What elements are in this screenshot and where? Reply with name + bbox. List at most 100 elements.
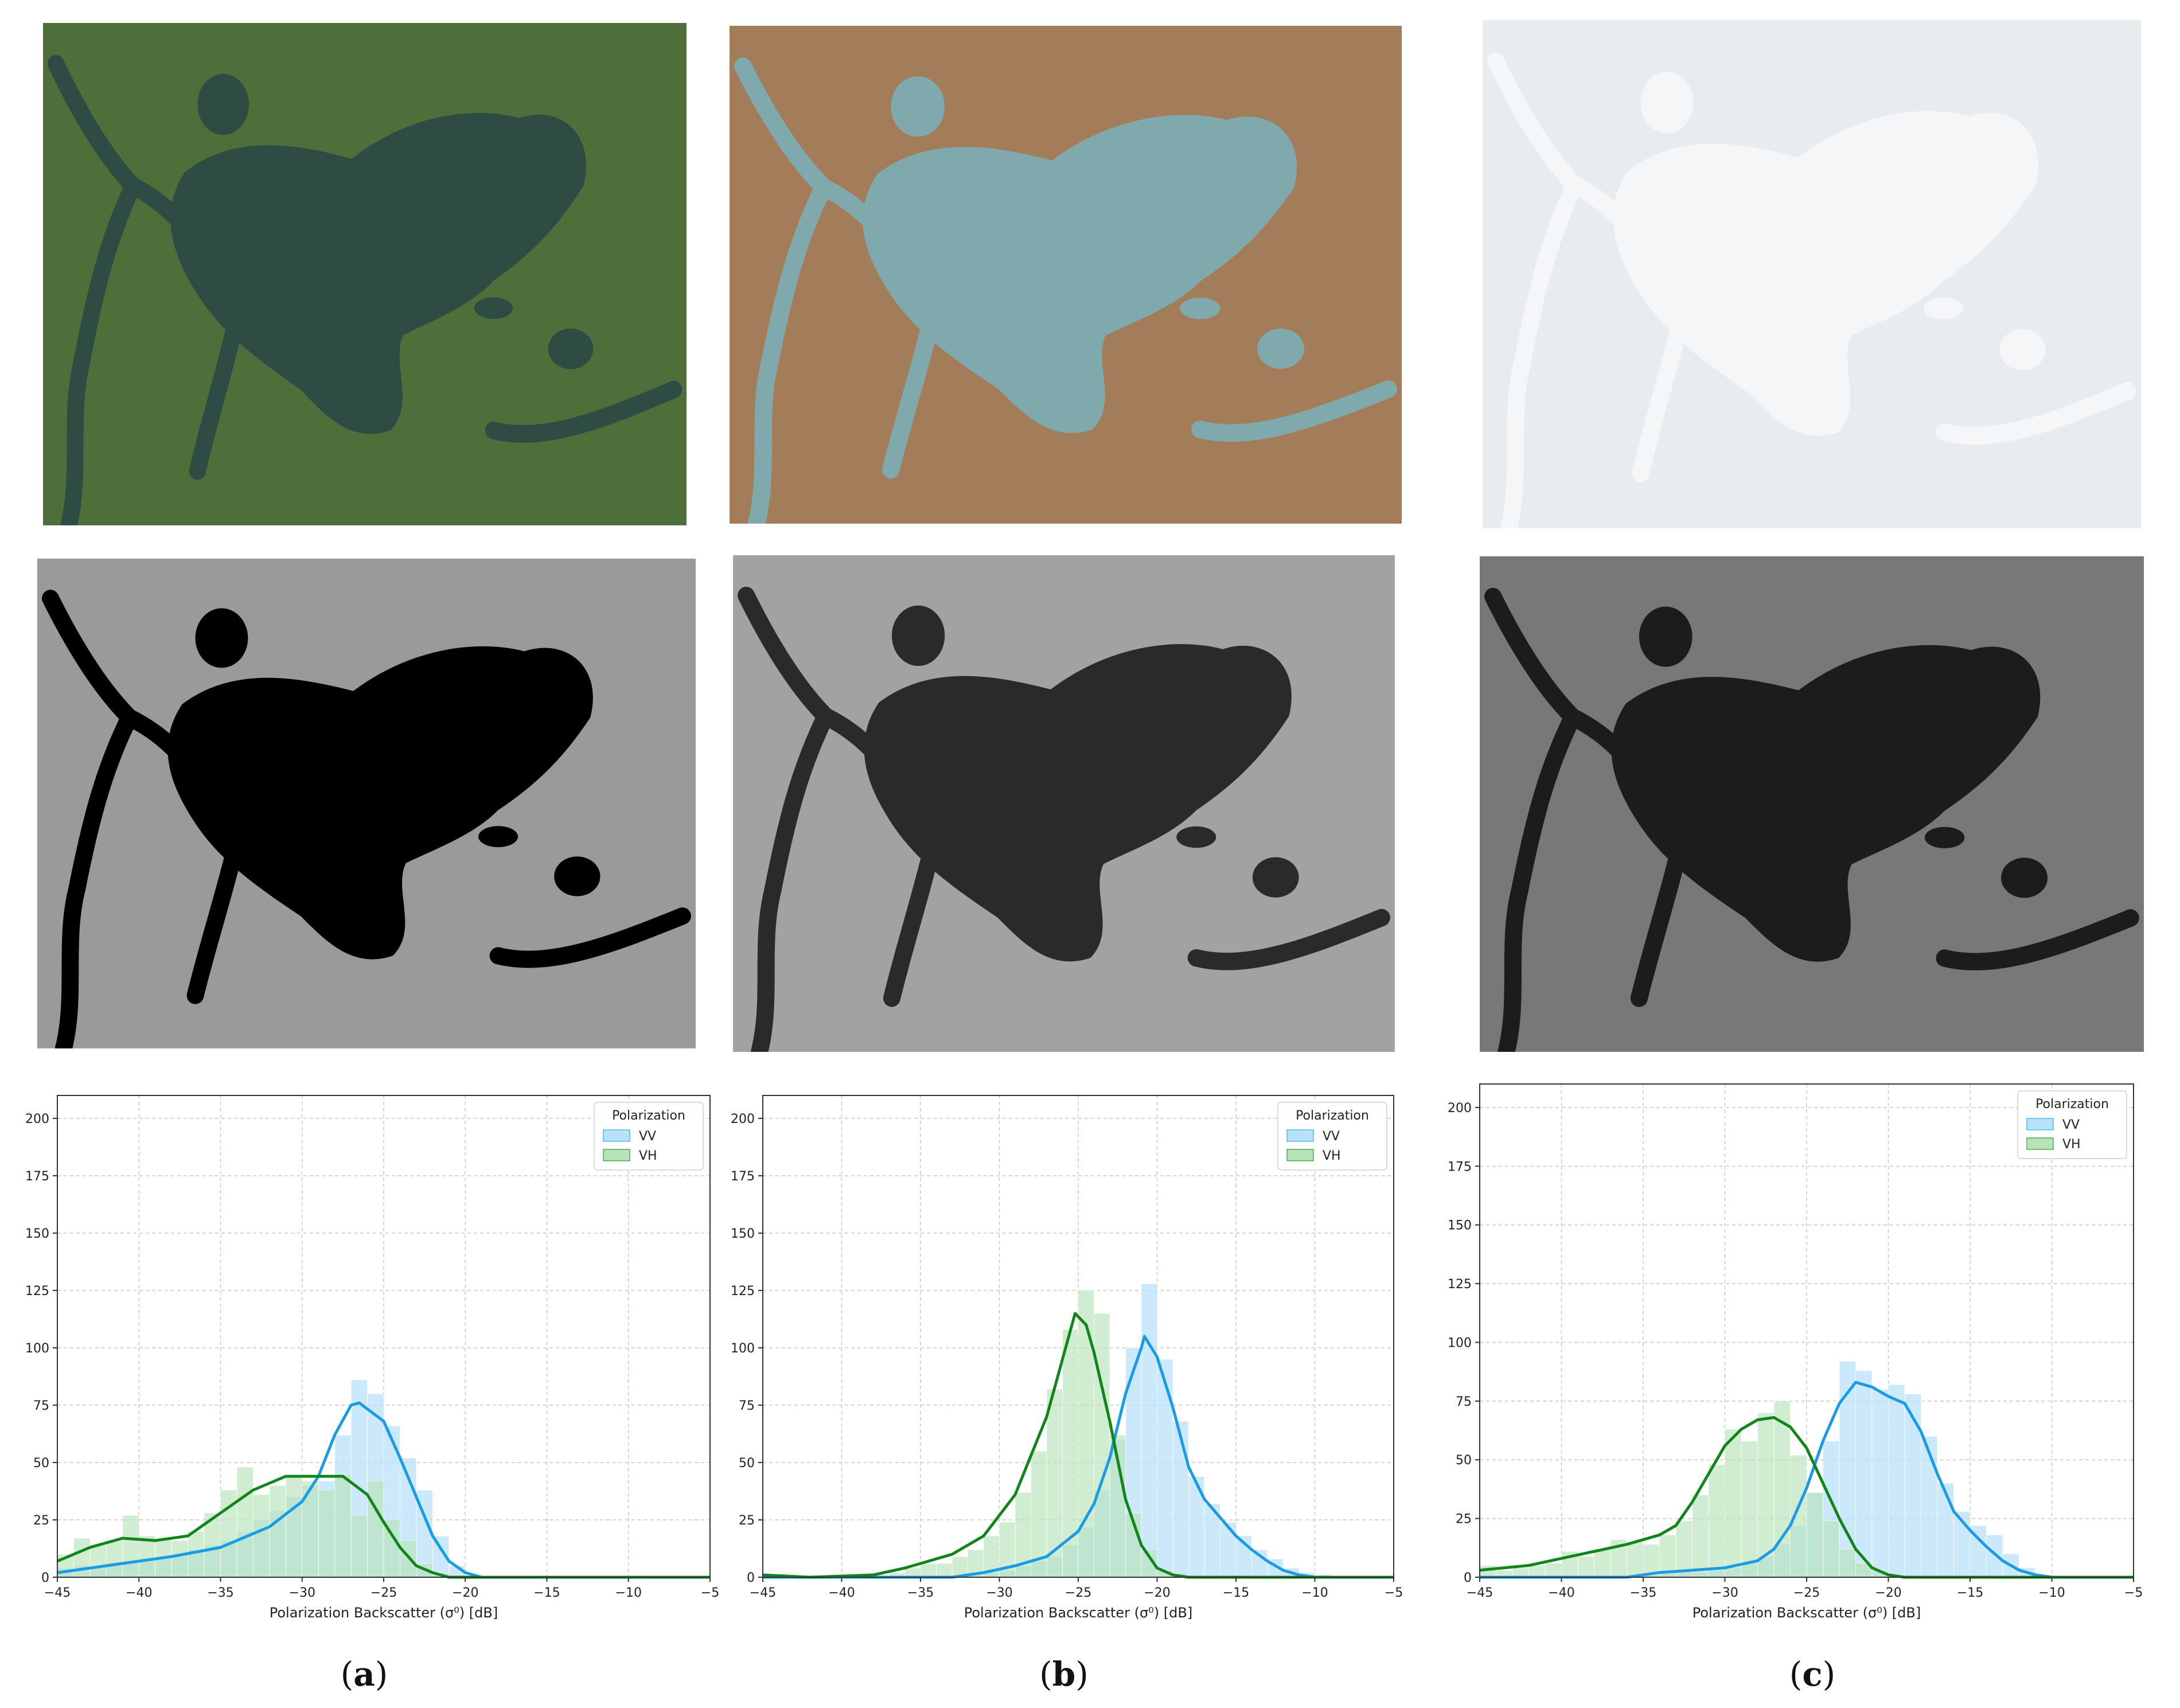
y-tick-label: 50 — [739, 1456, 755, 1471]
x-tick-label: −5 — [2124, 1586, 2143, 1600]
bar-vh — [920, 1563, 937, 1578]
bar-vh — [1725, 1429, 1742, 1578]
histogram-svg-c: −45 −40 −35 −30 −25 −20 −15 −10 −5 0 25 50 75 100 125 1… — [1448, 1083, 2143, 1621]
bar-vh — [1545, 1563, 1562, 1578]
bar-vh — [1790, 1454, 1807, 1578]
x-tick-label: −15 — [533, 1586, 560, 1600]
x-tick-label: −45 — [44, 1586, 71, 1600]
pond-east-optical-a — [548, 328, 594, 369]
optical-scene-a — [43, 23, 687, 525]
bar-vh — [1675, 1520, 1692, 1578]
kde-line-vh — [762, 1312, 1394, 1579]
x-tick-label: −45 — [1467, 1586, 1493, 1600]
legend-label-vh: VH — [639, 1149, 657, 1163]
pond-north-optical-a — [197, 73, 249, 135]
pond-small-optical-b — [1180, 297, 1220, 319]
histogram-c: −45 −40 −35 −30 −25 −20 −15 −10 −5 0 25 50 75 100 125 1… — [1422, 1078, 2168, 1640]
bar-vh — [1773, 1401, 1791, 1578]
river-optical-a — [47, 54, 683, 525]
legend-swatch-vv — [603, 1129, 630, 1142]
river-optical-b — [734, 57, 1397, 524]
bar-vh — [1692, 1495, 1709, 1578]
bar-vv — [1251, 1549, 1268, 1578]
x-tick-label: −25 — [1793, 1586, 1820, 1600]
legend-label-vh: VH — [2062, 1137, 2081, 1152]
caption-a: (a) — [340, 1655, 388, 1694]
x-axis-label: Polarization Backscatter (σ⁰) [dB] — [270, 1605, 498, 1621]
y-tick-label: 75 — [739, 1399, 755, 1413]
sar-scene-b — [733, 555, 1395, 1052]
bar-vh — [1708, 1464, 1725, 1578]
pond-east-sar-c — [2001, 857, 2048, 898]
y-tick-label: 150 — [25, 1227, 49, 1241]
bar-vv — [1871, 1389, 1889, 1578]
water-bodies-optical-c — [1487, 52, 2136, 528]
y-tick-label: 125 — [25, 1284, 49, 1298]
bar-vh — [1823, 1520, 1840, 1578]
pond-north-sar-c — [1639, 606, 1692, 667]
pond-east-optical-b — [1257, 328, 1305, 369]
bar-vh — [1806, 1492, 1823, 1578]
bar-vh — [1062, 1329, 1079, 1578]
y-tick-label: 200 — [25, 1112, 49, 1126]
y-tick-label: 100 — [1448, 1336, 1472, 1350]
pond-east-sar-a — [554, 856, 600, 896]
bar-vh — [252, 1494, 270, 1578]
bar-vh — [318, 1489, 336, 1578]
bar-vh — [1741, 1441, 1758, 1578]
legend-swatch-vh — [603, 1149, 630, 1161]
legend-title: Polarization — [1296, 1109, 1369, 1123]
legend-title: Polarization — [612, 1109, 685, 1123]
x-tick-label: −35 — [207, 1586, 233, 1600]
water-bodies-sar-c — [1484, 587, 2139, 1052]
bar-vv — [1172, 1421, 1189, 1578]
legend-swatch-vh — [2026, 1137, 2054, 1150]
river-optical-c — [1487, 52, 2136, 528]
x-tick-label: −25 — [1065, 1586, 1091, 1600]
pond-north-sar-a — [195, 608, 248, 668]
x-tick-label: −15 — [1957, 1586, 1983, 1600]
pond-small-sar-a — [478, 826, 518, 848]
bar-vh — [367, 1480, 384, 1578]
y-tick-label: 75 — [1456, 1395, 1472, 1409]
y-tick-label: 25 — [1456, 1512, 1472, 1527]
y-tick-label: 150 — [1448, 1219, 1472, 1233]
lake-optical-a — [170, 112, 586, 434]
bar-vh — [1078, 1290, 1094, 1578]
legend-label-vv: VV — [1323, 1129, 1340, 1144]
bar-vh — [285, 1476, 303, 1578]
bar-vh — [1094, 1313, 1110, 1578]
legend-title: Polarization — [2035, 1097, 2109, 1112]
bar-vv — [1986, 1534, 2003, 1578]
x-tick-label: −15 — [1223, 1586, 1249, 1600]
y-tick-label: 175 — [1448, 1160, 1472, 1174]
sar-scene-a — [37, 559, 696, 1048]
legend-b: Polarization VV VH — [1277, 1102, 1387, 1171]
legend-swatch-vv — [1286, 1129, 1314, 1142]
kde-line-vv — [57, 1401, 710, 1579]
sar-image-b — [733, 555, 1395, 1052]
bar-vh — [73, 1538, 91, 1578]
x-tick-label: −20 — [1144, 1586, 1170, 1600]
bar-vh — [1577, 1555, 1594, 1578]
bar-vh — [122, 1515, 139, 1578]
bar-vh — [269, 1485, 286, 1578]
bar-vh — [951, 1556, 968, 1578]
optical-scene-b — [730, 26, 1402, 524]
x-tick-label: −40 — [126, 1586, 152, 1600]
water-bodies-optical-b — [734, 57, 1397, 524]
x-tick-label: −20 — [452, 1586, 478, 1600]
x-tick-label: −40 — [828, 1586, 855, 1600]
water-bodies-sar-a — [42, 590, 691, 1048]
y-tick-label: 175 — [25, 1169, 49, 1184]
bar-vv — [1888, 1384, 1905, 1578]
x-tick-label: −5 — [1385, 1586, 1403, 1600]
y-tick-label: 50 — [1456, 1453, 1472, 1468]
x-tick-label: −30 — [986, 1586, 1012, 1600]
optical-image-a — [43, 23, 687, 525]
bar-vh — [334, 1473, 352, 1578]
lake-sar-b — [864, 644, 1292, 962]
optical-image-b — [730, 26, 1402, 524]
bar-vh — [936, 1563, 953, 1578]
legend-c: Polarization VV VH — [2017, 1090, 2127, 1159]
